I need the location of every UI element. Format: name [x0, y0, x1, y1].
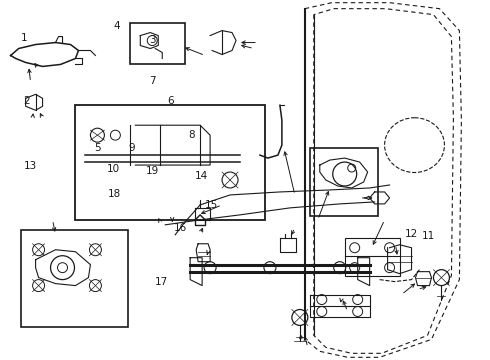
- Text: 2: 2: [23, 96, 29, 106]
- Text: 6: 6: [168, 96, 174, 106]
- Bar: [21, 230, 128, 328]
- Text: 5: 5: [94, 143, 101, 153]
- Text: 17: 17: [155, 277, 169, 287]
- Text: 12: 12: [405, 229, 418, 239]
- Text: 9: 9: [128, 143, 135, 153]
- Bar: [75, 105, 265, 220]
- Text: 8: 8: [188, 130, 195, 140]
- Text: 10: 10: [106, 164, 120, 174]
- Text: 19: 19: [146, 166, 159, 176]
- Text: 13: 13: [24, 161, 37, 171]
- Text: 15: 15: [205, 200, 219, 210]
- Text: 14: 14: [195, 171, 208, 181]
- Bar: [345, 238, 399, 276]
- Text: 11: 11: [422, 231, 435, 240]
- Text: 7: 7: [149, 76, 155, 86]
- Bar: [310, 148, 378, 216]
- Text: 4: 4: [114, 21, 121, 31]
- Text: 16: 16: [174, 224, 187, 233]
- Text: 18: 18: [107, 189, 121, 199]
- Text: 3: 3: [149, 35, 155, 45]
- Bar: [130, 23, 185, 64]
- Text: 1: 1: [21, 33, 27, 43]
